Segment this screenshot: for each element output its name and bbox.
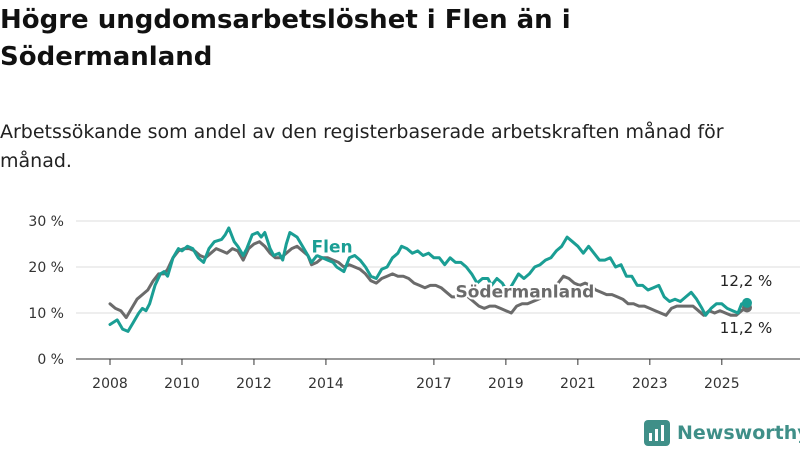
y-tick-label: 20 %: [28, 260, 64, 276]
x-tick-label: 2021: [560, 376, 596, 392]
x-tick-label: 2019: [488, 376, 524, 392]
brand-logo: Newsworthy: [644, 418, 800, 448]
end-value-label-sodermanland: 11,2 %: [720, 319, 772, 337]
brand-name: Newsworthy: [677, 422, 800, 444]
series-label-sodermanland: Södermanland: [455, 282, 594, 302]
series-label-flen: Flen: [312, 237, 353, 257]
series-end-point-flen: [742, 297, 752, 308]
x-tick-label: 2008: [92, 376, 128, 392]
y-tick-label: 10 %: [28, 306, 64, 322]
series-line-sodermanland: [108, 240, 749, 320]
newsworthy-logo-icon: [644, 420, 670, 446]
x-tick-label: 2014: [308, 376, 344, 392]
y-tick-label: 0 %: [37, 352, 64, 368]
x-tick-label: 2017: [416, 376, 452, 392]
chart-title: Högre ungdomsarbetslöshet i Flen än i Sö…: [0, 5, 571, 72]
end-value-label-flen: 12,2 %: [720, 272, 772, 290]
x-tick-label: 2025: [704, 376, 740, 392]
x-tick-label: 2012: [236, 376, 272, 392]
series-line-flen: [108, 226, 749, 333]
x-tick-label: 2010: [164, 376, 200, 392]
y-tick-label: 30 %: [28, 214, 64, 230]
chart-subtitle: Arbetssökande som andel av den registerb…: [0, 121, 724, 172]
x-tick-label: 2023: [632, 376, 668, 392]
